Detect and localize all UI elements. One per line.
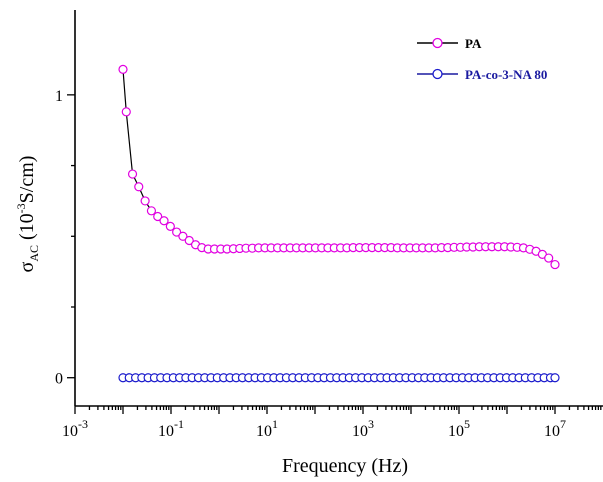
- data-point: [165, 221, 175, 231]
- x-axis-ticks: 10-3 10-1 101 103 105 107: [62, 406, 602, 440]
- data-point: [134, 182, 144, 192]
- legend: PA PA-co-3-NA 80: [417, 36, 547, 82]
- y-axis-title: σAC (10-3S/cm): [14, 156, 41, 273]
- series-layer: [118, 64, 560, 383]
- legend-marker: [432, 68, 443, 80]
- legend-label: PA-co-3-NA 80: [465, 67, 547, 82]
- data-point: [118, 64, 128, 75]
- x-tick-label: 107: [544, 417, 566, 440]
- legend-item: PA: [417, 36, 482, 51]
- x-tick-label: 10-3: [62, 417, 88, 440]
- data-point: [172, 227, 182, 237]
- data-point: [159, 216, 169, 226]
- y-axis-ticks: 01: [55, 88, 75, 388]
- x-tick-label: 10-1: [158, 417, 184, 440]
- data-point: [550, 259, 560, 270]
- y-axis-title-close: S/cm): [16, 156, 38, 204]
- series-1: [118, 64, 560, 270]
- data-point: [184, 235, 194, 246]
- y-axis-title-subscript: AC: [27, 245, 41, 262]
- y-axis-title-superscript: -3: [14, 203, 28, 213]
- data-point: [178, 231, 188, 241]
- x-axis-title: Frequency (Hz): [282, 455, 408, 477]
- data-point: [121, 107, 131, 117]
- data-point: [127, 169, 138, 179]
- legend-label: PA: [465, 36, 482, 51]
- legend-item: PA-co-3-NA 80: [417, 67, 547, 82]
- legend-marker: [432, 37, 443, 49]
- y-axis-title-open: (10: [16, 213, 38, 245]
- data-point: [550, 373, 560, 383]
- data-point: [544, 253, 554, 263]
- y-tick-label: 1: [55, 88, 63, 105]
- x-tick-label: 101: [256, 417, 278, 440]
- x-tick-label: 105: [448, 417, 470, 440]
- data-point: [146, 206, 157, 216]
- series-line: [122, 69, 556, 265]
- series-2: [118, 373, 560, 383]
- y-axis-title-symbol: σ: [16, 261, 38, 272]
- data-point: [140, 196, 150, 206]
- data-point: [153, 211, 163, 222]
- x-tick-label: 103: [352, 417, 374, 440]
- y-tick-label: 0: [55, 371, 63, 388]
